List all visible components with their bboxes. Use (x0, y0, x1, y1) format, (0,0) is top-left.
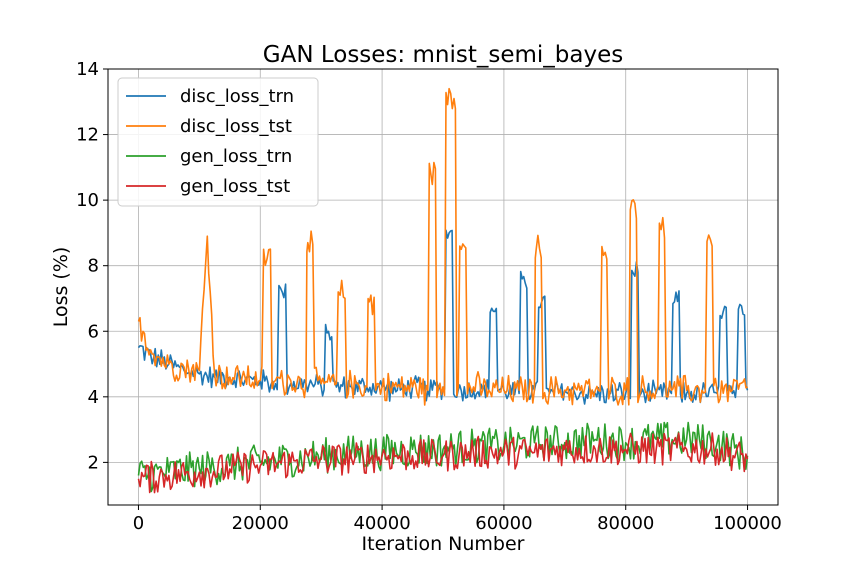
series-line-gen-loss-trn (137, 421, 749, 493)
series-lines (137, 87, 749, 494)
legend-label: disc_loss_trn (180, 86, 294, 107)
y-tick-label: 2 (88, 452, 99, 473)
legend: disc_loss_trn disc_loss_tst gen_loss_trnge… (117, 77, 319, 207)
legend-box (117, 77, 319, 207)
y-tick-label: 12 (76, 125, 99, 146)
series-line-disc-loss-tst (137, 87, 748, 406)
y-axis-label: Loss (%) (50, 247, 72, 328)
x-axis-ticks: 0 20000 40000 60000 80000 100000 (133, 505, 782, 534)
x-tick-label: 60000 (475, 513, 532, 534)
legend-label: gen_loss_trn (180, 146, 292, 167)
x-tick-label: 40000 (353, 513, 410, 534)
plot-area-frame (107, 68, 779, 506)
y-tick-label: 4 (88, 387, 99, 408)
y-axis-ticks: 2 4 6 8 10 12 14 (76, 59, 108, 473)
x-tick-label: 80000 (597, 513, 654, 534)
y-tick-label: 10 (76, 190, 99, 211)
legend-label: gen_loss_tst (180, 176, 290, 197)
series-line-gen-loss-tst (137, 432, 749, 494)
x-tick-label: 20000 (232, 513, 289, 534)
y-tick-label: 8 (88, 256, 99, 277)
x-tick-label: 100000 (713, 513, 782, 534)
x-tick-label: 0 (133, 513, 144, 534)
legend-label: disc_loss_tst (180, 116, 292, 137)
y-tick-label: 14 (76, 59, 99, 80)
y-tick-label: 6 (88, 321, 99, 342)
chart-title: GAN Losses: mnist_semi_bayes (263, 42, 623, 68)
x-axis-label: Iteration Number (362, 533, 525, 555)
